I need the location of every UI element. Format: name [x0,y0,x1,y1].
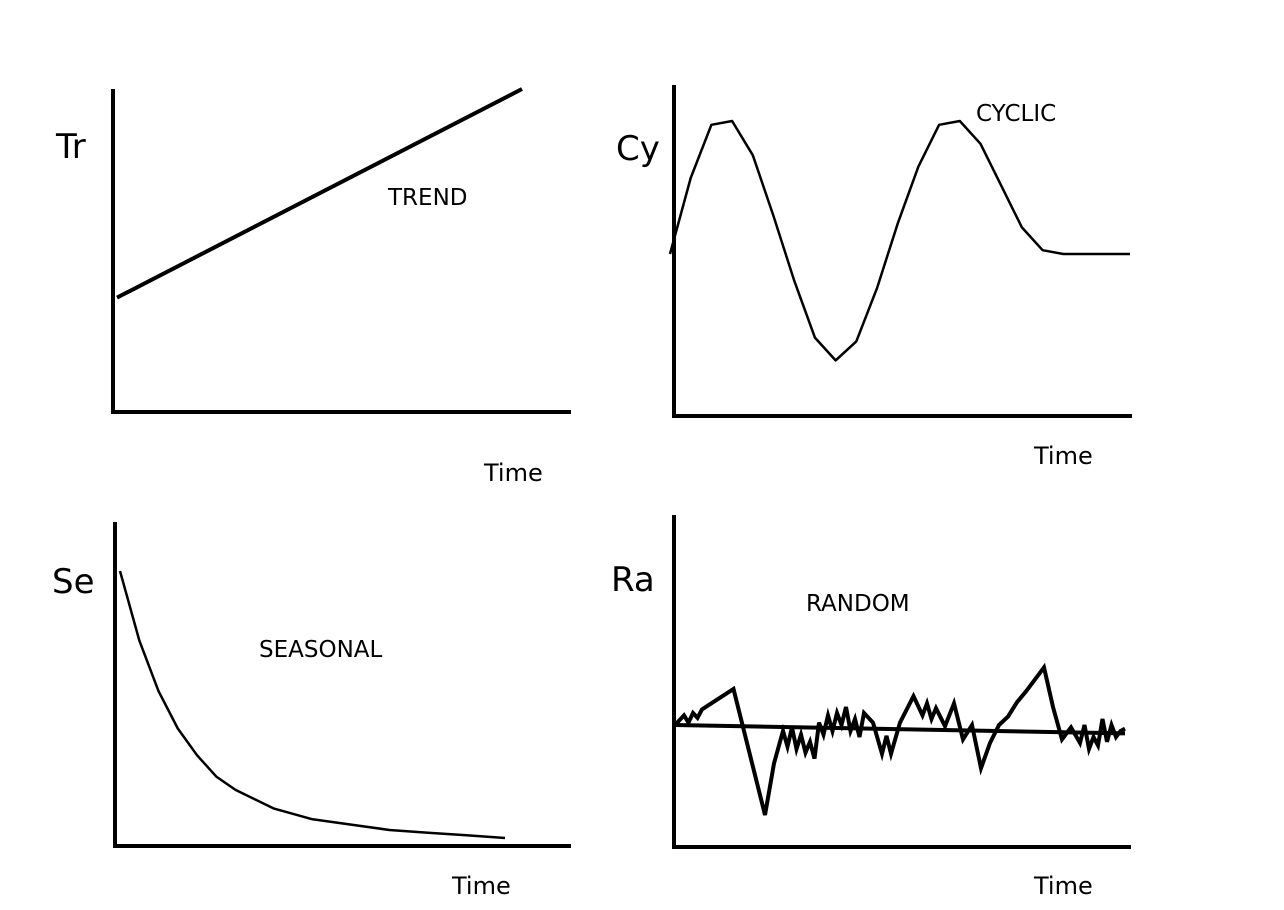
seasonal-axes [113,522,571,848]
random-title: RANDOM [806,591,910,617]
seasonal-curve [118,570,506,840]
random-x-label: Time [1033,872,1093,900]
cyclic-title: CYCLIC [976,101,1056,127]
cyclic-panel: Cy CYCLIC Time [616,85,1132,470]
random-panel: Ra RANDOM Time [611,515,1131,900]
seasonal-x-label: Time [451,872,511,900]
seasonal-panel: Se SEASONAL Time [52,522,571,900]
trend-title: TREND [387,185,467,211]
cyclic-y-label: Cy [616,129,660,169]
trend-axes [111,89,571,414]
trend-line [116,87,523,300]
random-y-label: Ra [611,560,655,600]
cyclic-axes [672,85,1132,418]
random-mean-line [674,723,1126,736]
trend-panel: Tr TREND Time [55,87,571,487]
random-axes [672,515,1131,849]
trend-x-label: Time [483,459,543,487]
seasonal-y-label: Se [52,562,95,602]
seasonal-title: SEASONAL [259,637,383,663]
trend-y-label: Tr [55,127,86,167]
random-fluctuation-line [673,662,1126,816]
cyclic-wave [668,119,1130,362]
cyclic-x-label: Time [1033,442,1093,470]
